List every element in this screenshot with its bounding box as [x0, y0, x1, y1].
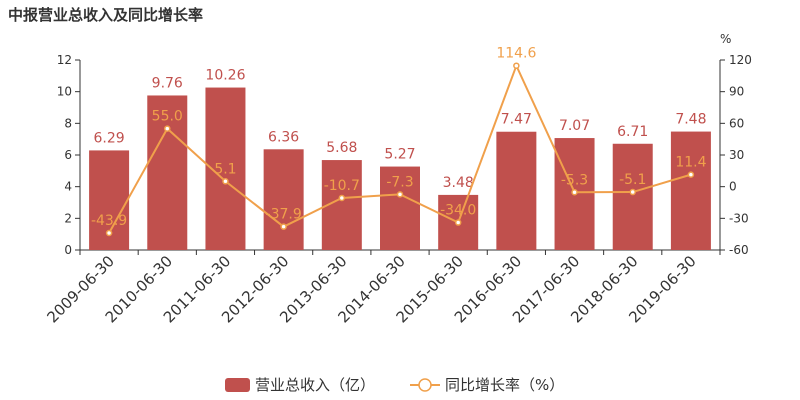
- growth-value-label: -37.9: [266, 207, 302, 223]
- growth-value-label: -34.0: [440, 203, 476, 219]
- left-tick-label: 0: [64, 243, 72, 257]
- legend-bar-label: 营业总收入（亿）: [255, 376, 375, 394]
- bar: [380, 166, 420, 250]
- right-tick-label: 120: [729, 53, 752, 67]
- growth-value-label: 5.1: [214, 161, 236, 177]
- growth-point: [571, 189, 578, 196]
- legend-line-label: 同比增长率（%）: [445, 376, 564, 394]
- bar-value-label: 5.27: [384, 147, 415, 163]
- bar: [263, 149, 304, 250]
- growth-value-label: -43.9: [91, 213, 127, 229]
- right-tick-label: 90: [729, 85, 744, 99]
- growth-point: [687, 171, 695, 178]
- chart-title: 中报营业总收入及同比增长率: [8, 6, 204, 24]
- bar-value-label: 6.71: [617, 124, 648, 140]
- growth-value-label: 55.0: [152, 109, 183, 125]
- bar-value-label: 6.29: [94, 130, 125, 146]
- growth-point: [338, 194, 346, 202]
- left-tick-label: 4: [64, 180, 72, 194]
- bar-value-label: 7.48: [675, 112, 706, 128]
- right-tick-label: 30: [729, 148, 744, 162]
- bar-value-label: 5.68: [326, 140, 357, 156]
- legend-line-marker: [418, 378, 432, 392]
- growth-value-label: 114.6: [496, 46, 536, 62]
- growth-value-label: -5.1: [619, 172, 646, 188]
- bar-value-label: 10.26: [205, 68, 245, 84]
- left-tick-label: 12: [57, 53, 72, 67]
- growth-point: [629, 188, 636, 196]
- right-tick-label: -60: [729, 243, 749, 257]
- right-tick-label: 0: [729, 180, 737, 194]
- growth-point: [396, 191, 404, 198]
- growth-point: [105, 229, 113, 237]
- bar-value-label: 3.48: [443, 175, 474, 191]
- legend-bar-swatch: [225, 378, 250, 392]
- bar: [612, 143, 653, 250]
- growth-point: [164, 125, 171, 132]
- bar: [670, 131, 711, 250]
- growth-point: [513, 62, 520, 69]
- bar-value-label: 7.07: [559, 118, 590, 134]
- left-tick-label: 6: [64, 148, 72, 162]
- growth-value-label: -7.3: [386, 174, 413, 190]
- growth-point: [454, 219, 462, 226]
- bar: [496, 131, 537, 250]
- bar: [147, 95, 188, 250]
- right-axis-unit: %: [720, 32, 731, 46]
- bar-value-label: 7.47: [501, 112, 532, 128]
- growth-value-label: -10.7: [324, 178, 360, 194]
- growth-point: [280, 223, 287, 230]
- bar-value-label: 6.36: [268, 129, 299, 145]
- left-tick-label: 8: [64, 116, 72, 130]
- bar-value-label: 9.76: [152, 75, 183, 91]
- left-tick-label: 2: [64, 211, 72, 225]
- growth-value-label: -5.3: [561, 172, 588, 188]
- growth-point: [222, 178, 229, 185]
- left-tick-label: 10: [57, 85, 72, 99]
- right-tick-label: 60: [729, 116, 744, 130]
- growth-value-label: 11.4: [675, 155, 706, 171]
- right-tick-label: -30: [729, 211, 749, 225]
